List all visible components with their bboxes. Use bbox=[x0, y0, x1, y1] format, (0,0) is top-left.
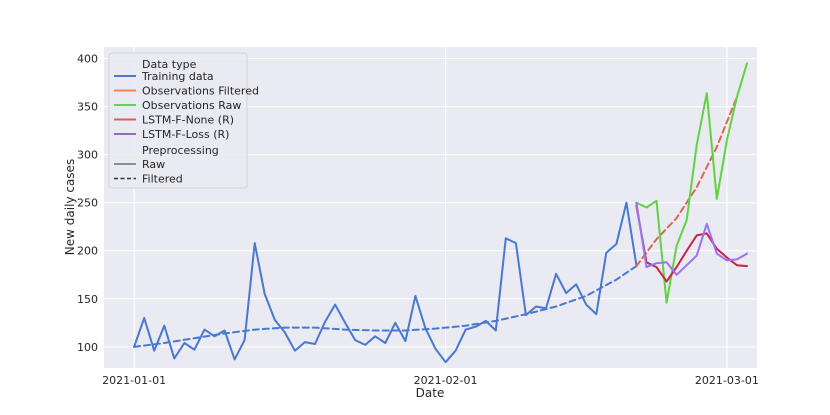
y-tick-label: 300 bbox=[77, 149, 98, 162]
y-axis-label: New daily cases bbox=[63, 159, 77, 255]
series-line-training-data-filtered bbox=[133, 265, 638, 348]
x-tick-label: 2021-02-01 bbox=[414, 374, 478, 387]
legend: Data type Training data Observations Filt… bbox=[108, 52, 259, 189]
y-tick-label: 400 bbox=[77, 53, 98, 66]
x-tick-labels: 2021-01-01 2021-02-01 2021-03-01 bbox=[102, 374, 759, 387]
legend-style-label: Raw bbox=[142, 158, 165, 171]
legend-entry-label: Training data bbox=[141, 70, 214, 83]
y-tick-label: 350 bbox=[77, 101, 98, 114]
legend-style-label: Filtered bbox=[142, 173, 183, 186]
series-line-lstm-f-none-r-raw bbox=[635, 204, 748, 283]
legend-entry-label: Observations Raw bbox=[142, 99, 241, 112]
legend-entry-label: LSTM-F-None (R) bbox=[142, 114, 234, 127]
series-line-observations-raw-raw bbox=[635, 62, 748, 304]
x-tick-label: 2021-03-01 bbox=[695, 374, 759, 387]
y-tick-label: 100 bbox=[77, 341, 98, 354]
x-tick-label: 2021-01-01 bbox=[102, 374, 166, 387]
series-line-observations-filtered-filtered bbox=[635, 96, 738, 268]
legend-frame bbox=[108, 52, 248, 189]
y-tick-label: 150 bbox=[77, 293, 98, 306]
data-lines bbox=[133, 62, 748, 364]
y-tick-label: 250 bbox=[77, 197, 98, 210]
y-tick-labels: 100 150 200 250 300 350 400 bbox=[77, 53, 98, 354]
y-tick-label: 200 bbox=[77, 245, 98, 258]
legend-hue-title: Data type bbox=[142, 58, 197, 71]
series-line-lstm-f-loss-r-raw bbox=[635, 201, 748, 276]
x-axis-label: Date bbox=[416, 386, 445, 400]
legend-entry-label: Observations Filtered bbox=[142, 85, 259, 98]
legend-entry-label: LSTM-F-Loss (R) bbox=[142, 128, 229, 141]
legend-style-title: Preprocessing bbox=[142, 144, 219, 157]
